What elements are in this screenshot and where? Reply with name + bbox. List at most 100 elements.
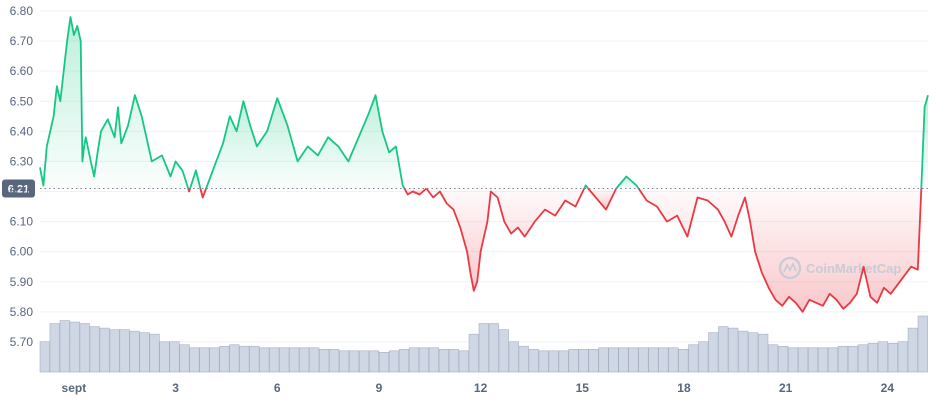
x-tick-label: 12 — [474, 381, 488, 395]
volume-bar — [638, 347, 649, 373]
volume-bar — [398, 348, 410, 373]
volume-bar — [877, 341, 888, 373]
volume-bar — [79, 323, 90, 373]
y-axis: 6.80 6.70 6.60 6.50 6.40 6.30 6.20 6.10 6.00 5.90… — [10, 4, 34, 349]
volume-bar — [867, 342, 879, 373]
area-below-ref — [426, 188, 585, 291]
y-tick-label: 6.10 — [10, 215, 34, 229]
volume-bar — [508, 341, 519, 373]
coinmarketcap-logo-icon — [778, 256, 802, 280]
volume-bar — [428, 347, 440, 373]
volume-bar — [778, 345, 789, 373]
y-tick-label: 6.30 — [10, 154, 34, 168]
reference-level: 6.21 — [2, 179, 928, 198]
price-line-up — [583, 184, 589, 190]
volume-bar — [408, 347, 420, 373]
volume-bar — [837, 345, 849, 373]
volume-bar — [89, 326, 100, 373]
x-tick-label: 18 — [677, 381, 691, 395]
y-tick-label: 6.40 — [10, 124, 34, 138]
volume-bar — [917, 315, 928, 373]
volume-bar — [418, 347, 430, 373]
volume-bar — [109, 329, 120, 373]
price-line-down — [187, 188, 191, 193]
volume-bar — [768, 344, 779, 373]
volume-bar — [99, 327, 110, 373]
volume-bar — [498, 329, 509, 373]
volume-bar — [738, 330, 749, 373]
volume-bar — [897, 341, 908, 373]
volume-bars — [39, 315, 928, 373]
price-line — [39, 16, 929, 313]
volume-bar — [678, 348, 689, 373]
volume-bar — [578, 348, 589, 373]
volume-bar — [748, 332, 759, 373]
volume-bar — [788, 347, 799, 373]
volume-bar — [319, 348, 330, 373]
volume-bar — [857, 344, 869, 373]
x-tick-label: sept — [62, 381, 87, 395]
area-above-ref — [206, 95, 405, 189]
volume-bar — [189, 347, 200, 373]
area-above-ref — [40, 17, 189, 189]
x-tick-label: 21 — [779, 381, 793, 395]
volume-bar — [329, 348, 340, 373]
volume-bar — [817, 347, 829, 373]
volume-bar — [49, 323, 60, 373]
volume-bar — [309, 347, 320, 373]
volume-bar — [728, 327, 739, 373]
price-line-down — [587, 187, 618, 211]
volume-bar — [618, 347, 629, 373]
volume-bar — [558, 350, 569, 373]
price-line-down — [425, 187, 586, 292]
volume-bar — [169, 341, 180, 373]
price-line-down — [403, 187, 427, 196]
volume-bar — [588, 348, 599, 373]
volume-bar — [548, 350, 559, 373]
x-axis: sept 3 6 9 12 15 18 21 24 — [62, 381, 895, 395]
volume-bar — [139, 332, 150, 373]
y-tick-label: 6.00 — [10, 245, 34, 259]
price-line-up — [205, 94, 406, 189]
volume-bar — [199, 347, 210, 373]
volume-bar — [448, 348, 459, 373]
volume-bar — [528, 348, 539, 373]
volume-bar — [907, 327, 918, 373]
volume-bar — [219, 345, 230, 373]
area-above-ref — [190, 170, 201, 189]
price-line-down — [199, 188, 207, 199]
y-tick-label: 6.20 — [10, 185, 34, 199]
volume-bar — [129, 330, 140, 373]
y-tick-label: 5.70 — [10, 335, 34, 349]
volume-bar — [628, 347, 639, 373]
volume-bar — [468, 333, 479, 373]
volume-bar — [887, 342, 898, 373]
area-below-ref — [588, 188, 617, 210]
volume-bar — [797, 347, 809, 373]
x-tick-label: 3 — [172, 381, 179, 395]
area-above-ref — [616, 176, 639, 189]
volume-bar — [568, 348, 579, 373]
volume-bar — [668, 347, 679, 373]
volume-bar — [159, 341, 170, 373]
volume-bar — [279, 347, 290, 373]
price-line-up — [189, 169, 202, 189]
volume-bar — [827, 347, 839, 373]
volume-bar — [249, 345, 260, 373]
x-tick-label: 24 — [881, 381, 895, 395]
volume-bar — [598, 347, 609, 373]
volume-bar — [179, 344, 190, 373]
y-tick-label: 6.60 — [10, 64, 34, 78]
volume-bar — [718, 326, 729, 373]
x-tick-label: 9 — [376, 381, 383, 395]
volume-bar — [239, 345, 250, 373]
volume-bar — [388, 350, 400, 373]
y-tick-label: 6.50 — [10, 94, 34, 108]
reference-label: 6.21 — [8, 183, 29, 195]
volume-bar — [289, 347, 300, 373]
volume-bar — [259, 347, 270, 373]
price-area — [40, 17, 928, 312]
volume-bar — [69, 321, 80, 373]
